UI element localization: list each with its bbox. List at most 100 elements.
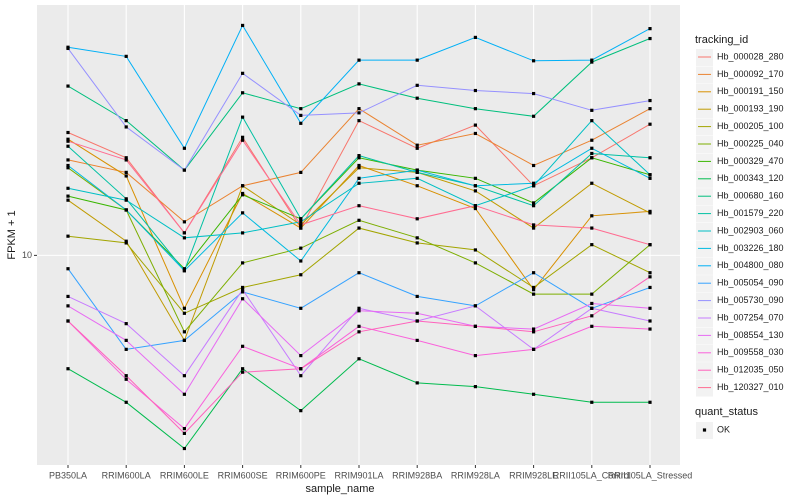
data-point bbox=[66, 163, 70, 168]
data-point bbox=[357, 306, 361, 310]
data-point bbox=[415, 176, 419, 180]
data-point bbox=[473, 324, 477, 328]
legend-title: tracking_id bbox=[695, 34, 748, 46]
data-point bbox=[357, 181, 361, 185]
x-tick-label: RRIM928BA bbox=[392, 470, 442, 480]
data-point bbox=[66, 139, 70, 143]
data-point bbox=[241, 344, 245, 348]
data-point bbox=[182, 427, 186, 431]
data-point bbox=[590, 400, 594, 404]
data-point bbox=[357, 111, 361, 115]
data-point bbox=[415, 381, 419, 385]
data-point bbox=[648, 306, 652, 310]
data-point bbox=[182, 338, 186, 342]
data-point bbox=[299, 217, 303, 221]
data-point bbox=[590, 301, 594, 306]
data-point bbox=[299, 246, 303, 250]
data-point bbox=[66, 84, 70, 88]
data-point bbox=[124, 400, 128, 404]
data-point bbox=[357, 82, 361, 86]
data-point bbox=[299, 353, 303, 358]
data-point bbox=[241, 297, 245, 301]
data-point bbox=[590, 138, 594, 142]
legend-label: Hb_000092_170 bbox=[717, 69, 784, 79]
data-point bbox=[241, 290, 245, 294]
data-point bbox=[473, 189, 477, 193]
data-point bbox=[66, 234, 70, 238]
data-point bbox=[299, 220, 303, 224]
data-point bbox=[241, 193, 245, 197]
data-point bbox=[473, 35, 477, 40]
data-point bbox=[299, 374, 303, 378]
data-point bbox=[590, 146, 594, 150]
data-point bbox=[415, 294, 419, 299]
legend-label: OK bbox=[717, 424, 730, 434]
data-point bbox=[357, 324, 361, 328]
data-point bbox=[299, 273, 303, 277]
data-point bbox=[182, 431, 186, 435]
data-point bbox=[124, 347, 128, 351]
data-point bbox=[648, 173, 652, 177]
legend-key bbox=[696, 118, 713, 136]
data-point bbox=[590, 243, 594, 247]
data-point bbox=[182, 231, 186, 235]
data-point bbox=[415, 58, 419, 62]
data-point bbox=[66, 130, 70, 135]
data-point bbox=[590, 324, 594, 328]
data-point bbox=[182, 446, 186, 451]
x-tick-label: RRIM600LA bbox=[102, 470, 151, 480]
legend-label: Hb_000191_150 bbox=[717, 86, 784, 96]
data-point bbox=[532, 163, 536, 168]
data-point bbox=[532, 226, 536, 230]
data-point bbox=[532, 204, 536, 208]
data-point bbox=[66, 367, 70, 371]
legend-point bbox=[702, 428, 707, 432]
data-point bbox=[241, 211, 245, 215]
data-point bbox=[648, 176, 652, 180]
y-tick-label: 10 bbox=[22, 250, 32, 260]
data-point bbox=[532, 114, 536, 118]
data-point bbox=[357, 226, 361, 230]
data-point bbox=[648, 211, 652, 215]
data-point bbox=[182, 330, 186, 334]
data-point bbox=[648, 243, 652, 247]
data-point bbox=[182, 374, 186, 378]
data-point bbox=[124, 338, 128, 342]
data-point bbox=[241, 23, 245, 28]
data-point bbox=[473, 88, 477, 93]
data-point bbox=[648, 98, 652, 103]
x-tick-label: RRIM928LA bbox=[451, 470, 500, 480]
data-point bbox=[182, 311, 186, 315]
data-point bbox=[299, 259, 303, 263]
data-point bbox=[357, 58, 361, 62]
data-point bbox=[182, 392, 186, 396]
data-point bbox=[357, 119, 361, 123]
legend-label: Hb_007254_070 bbox=[717, 312, 784, 322]
data-point bbox=[532, 91, 536, 96]
data-point bbox=[532, 59, 536, 63]
data-point bbox=[182, 146, 186, 150]
data-point bbox=[124, 241, 128, 245]
point-legend-title: quant_status bbox=[695, 406, 758, 418]
legend-label: Hb_000028_280 bbox=[717, 51, 784, 61]
data-point bbox=[124, 208, 128, 212]
data-point bbox=[241, 138, 245, 142]
legend-label: Hb_009558_030 bbox=[717, 347, 784, 357]
data-point bbox=[532, 285, 536, 290]
x-tick-label: RRII105LA_Control bbox=[553, 470, 631, 480]
data-point bbox=[532, 181, 536, 185]
data-point bbox=[473, 353, 477, 358]
data-point bbox=[532, 288, 536, 292]
x-tick-label: RRIM600LE bbox=[160, 470, 209, 480]
data-point bbox=[648, 107, 652, 111]
data-point bbox=[532, 330, 536, 334]
legend-label: Hb_000680_160 bbox=[717, 191, 784, 201]
data-point bbox=[532, 184, 536, 188]
data-point bbox=[532, 201, 536, 205]
data-point bbox=[357, 357, 361, 361]
data-point bbox=[415, 311, 419, 315]
data-point bbox=[590, 306, 594, 310]
data-point bbox=[590, 58, 594, 62]
data-point bbox=[124, 170, 128, 174]
legend-label: Hb_000329_470 bbox=[717, 156, 784, 166]
